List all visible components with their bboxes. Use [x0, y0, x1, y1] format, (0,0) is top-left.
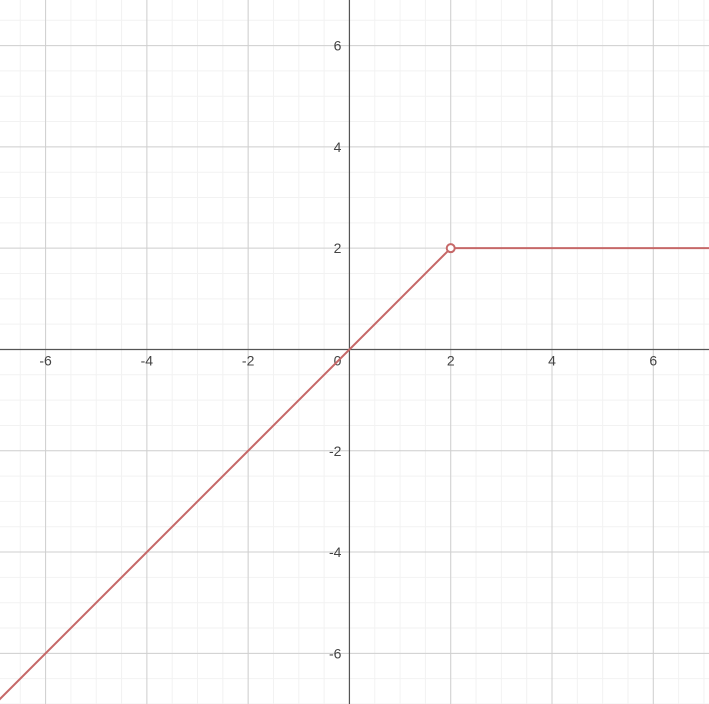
y-tick-label: 2	[334, 240, 342, 256]
x-tick-label: 2	[447, 352, 455, 368]
x-tick-label: -6	[39, 352, 52, 368]
x-tick-label: -4	[141, 352, 154, 368]
y-tick-label: 6	[334, 38, 342, 54]
y-tick-label: 4	[334, 139, 342, 155]
x-tick-label: 6	[649, 352, 657, 368]
y-tick-label: -2	[329, 443, 342, 459]
y-tick-label: -6	[329, 645, 342, 661]
open-point	[447, 244, 455, 252]
graph-plot: -6-4-20246-6-4-2246	[0, 0, 709, 704]
x-tick-label: 4	[548, 352, 556, 368]
y-tick-label: -4	[329, 544, 342, 560]
x-tick-label: -2	[242, 352, 255, 368]
